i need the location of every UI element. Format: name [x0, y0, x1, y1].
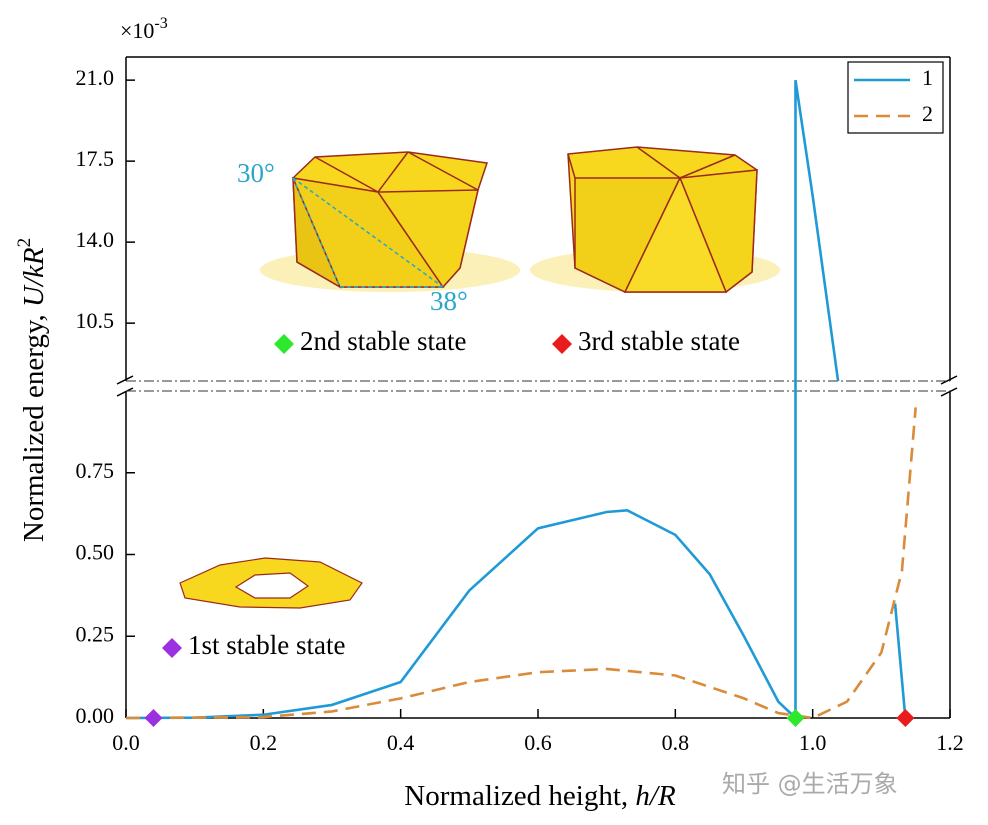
y-tick-label: 0.25 — [76, 621, 115, 646]
x-tick-label: 1.2 — [936, 730, 964, 755]
state-label: 2nd stable state — [300, 326, 466, 356]
y-label-text: Normalized energy, — [18, 307, 50, 542]
legend-label: 2 — [922, 101, 933, 126]
multiplier-exponent: -3 — [154, 15, 167, 32]
x-tick-label: 0.0 — [112, 730, 140, 755]
axis-break — [940, 375, 958, 385]
axis-break — [116, 375, 134, 385]
state-label: 3rd stable state — [578, 326, 740, 356]
origami-1st — [179, 557, 363, 609]
y-tick-label: 21.0 — [76, 65, 115, 90]
x-tick-label: 0.8 — [662, 730, 690, 755]
angle-annotation: 38° — [430, 286, 468, 316]
y-label-sup: 2 — [14, 238, 35, 248]
y-tick-label: 14.0 — [76, 227, 115, 252]
state-icon — [552, 334, 572, 354]
x-axis-label: Normalized height, h/R — [404, 780, 676, 812]
x-label-text: Normalized height, — [404, 780, 635, 812]
x-tick-label: 0.6 — [524, 730, 552, 755]
y-tick-label: 0.00 — [76, 703, 115, 728]
x-tick-label: 0.4 — [387, 730, 415, 755]
x-tick-label: 0.2 — [250, 730, 278, 755]
state-marker — [786, 709, 805, 727]
angle-annotation: 30° — [237, 158, 275, 188]
axis-multiplier: ×10-3 — [120, 15, 168, 43]
origami-2nd — [260, 151, 520, 292]
series-line — [125, 407, 917, 720]
state-marker — [144, 709, 163, 727]
y-tick-label: 10.5 — [76, 308, 115, 333]
x-tick-label: 1.0 — [799, 730, 827, 755]
legend-label: 1 — [922, 65, 933, 90]
y-tick-label: 17.5 — [76, 146, 115, 171]
y-label-symbol: U/kR — [18, 247, 50, 307]
axis-break — [116, 387, 134, 397]
origami-3rd — [530, 146, 780, 294]
state-icon — [162, 638, 182, 658]
y-axis-label: Normalized energy, U/kR2 — [14, 238, 49, 542]
state-label: 1st stable state — [188, 630, 345, 660]
watermark: 知乎 @生活万象 — [722, 770, 898, 798]
state-marker — [896, 709, 915, 727]
legend-box — [847, 61, 944, 134]
axis-break — [940, 387, 958, 397]
series-line — [125, 79, 907, 722]
y-tick-label: 0.75 — [76, 458, 115, 483]
state-icon — [274, 334, 294, 354]
multiplier-base: ×10 — [120, 18, 154, 43]
y-tick-label: 0.50 — [76, 540, 115, 565]
x-label-symbol: h/R — [635, 780, 676, 812]
